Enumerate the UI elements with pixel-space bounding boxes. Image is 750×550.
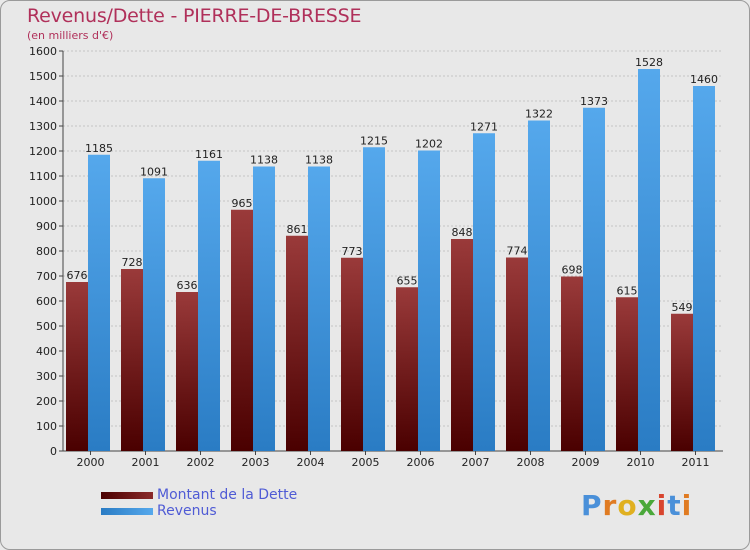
legend: Montant de la Dette Revenus [101,487,297,519]
x-tick-label: 2004 [297,456,325,469]
y-tick-label: 900 [36,220,57,233]
logo-letter: P [581,489,603,522]
bar-dette [121,269,143,451]
y-tick-label: 1200 [29,145,57,158]
bar-revenus [198,160,220,451]
data-label-dette: 774 [507,245,528,258]
legend-swatch-dette [101,491,153,499]
x-tick-label: 2001 [132,456,160,469]
data-label-revenus: 1373 [580,95,608,108]
chart-subtitle: (en milliers d'€) [27,29,114,42]
bar-revenus [143,178,165,451]
data-label-dette: 965 [232,197,253,210]
bar-dette [396,287,418,451]
legend-item-revenus: Revenus [101,503,297,519]
bar-revenus [418,150,440,451]
data-label-dette: 615 [617,284,638,297]
x-tick-label: 2002 [187,456,215,469]
logo-letter: i [681,489,693,522]
data-label-dette: 698 [562,264,583,277]
proxiti-logo: Proxiti [581,489,692,522]
x-tick-label: 2005 [352,456,380,469]
x-tick-label: 2008 [517,456,545,469]
y-tick-label: 1500 [29,70,57,83]
data-label-dette: 549 [672,301,693,314]
y-tick-label: 1300 [29,120,57,133]
legend-item-dette: Montant de la Dette [101,487,297,503]
data-label-revenus: 1161 [195,148,223,161]
bar-dette [66,282,88,451]
bar-dette [176,292,198,451]
y-tick-label: 1600 [29,45,57,58]
data-label-revenus: 1202 [415,138,443,151]
bar-revenus [583,107,605,451]
data-label-dette: 848 [452,226,473,239]
bar-revenus [473,133,495,451]
bar-dette [451,239,473,451]
y-tick-label: 100 [36,420,57,433]
data-label-dette: 773 [342,245,363,258]
logo-letter: t [667,489,682,522]
y-tick-label: 800 [36,245,57,258]
bar-revenus [363,147,385,451]
y-tick-label: 400 [36,345,57,358]
x-tick-label: 2009 [572,456,600,469]
chart-title: Revenus/Dette - PIERRE-DE-BRESSE [27,5,362,27]
x-tick-label: 2007 [462,456,490,469]
y-tick-label: 300 [36,370,57,383]
data-label-revenus: 1185 [85,142,113,155]
y-tick-label: 500 [36,320,57,333]
bar-dette [616,297,638,451]
y-tick-label: 200 [36,395,57,408]
logo-letter: x [637,489,657,522]
data-label-revenus: 1091 [140,165,168,178]
bar-revenus [638,69,660,451]
data-label-revenus: 1528 [635,56,663,69]
data-label-revenus: 1460 [690,73,718,86]
y-tick-label: 1000 [29,195,57,208]
bar-dette [506,257,528,451]
bar-dette [341,257,363,451]
x-tick-label: 2000 [77,456,105,469]
legend-label-dette: Montant de la Dette [157,487,298,503]
bar-revenus [528,120,550,451]
y-tick-label: 1100 [29,170,57,183]
bar-dette [561,276,583,451]
logo-letter: o [617,489,638,522]
x-tick-label: 2011 [682,456,710,469]
y-tick-label: 700 [36,270,57,283]
y-tick-label: 0 [50,445,57,458]
bar-revenus [253,166,275,451]
y-tick-label: 600 [36,295,57,308]
bar-revenus [693,86,715,451]
bar-revenus [88,154,110,451]
data-label-dette: 728 [122,256,143,269]
bar-dette [671,313,693,451]
x-tick-label: 2006 [407,456,435,469]
legend-label-revenus: Revenus [157,503,217,519]
data-label-dette: 655 [397,274,418,287]
data-label-revenus: 1138 [250,154,278,167]
data-label-revenus: 1322 [525,108,553,121]
y-tick-label: 1400 [29,95,57,108]
logo-letter: r [602,489,618,522]
data-label-revenus: 1138 [305,154,333,167]
bar-revenus [308,166,330,451]
legend-swatch-revenus [101,507,153,515]
data-label-dette: 861 [287,223,308,236]
bar-dette [231,209,253,451]
data-label-dette: 676 [67,269,88,282]
logo-letter: i [656,489,668,522]
data-label-dette: 636 [177,279,198,292]
x-tick-label: 2003 [242,456,270,469]
bar-dette [286,235,308,451]
x-tick-label: 2010 [627,456,655,469]
data-label-revenus: 1271 [470,120,498,133]
data-label-revenus: 1215 [360,134,388,147]
